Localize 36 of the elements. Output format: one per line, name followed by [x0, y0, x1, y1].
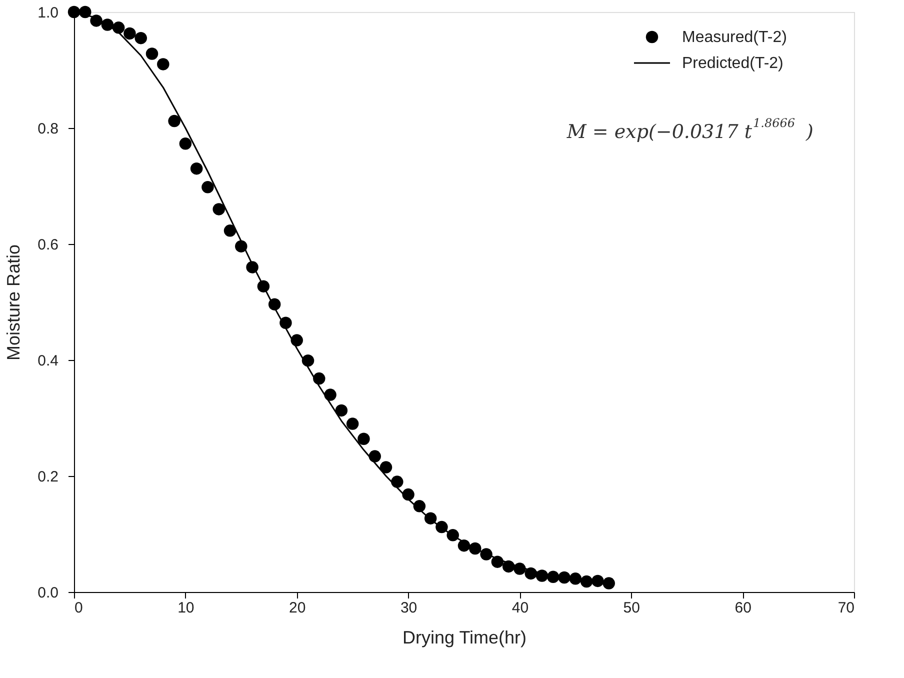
- point: [602, 577, 615, 590]
- point: [157, 58, 170, 70]
- point: [380, 461, 392, 474]
- point: [134, 32, 147, 44]
- point: [124, 27, 136, 40]
- y-tick-label: 0.8: [38, 120, 58, 138]
- point: [190, 162, 203, 175]
- x-axis-title: Drying Time(hr): [402, 628, 527, 648]
- point: [368, 450, 381, 462]
- point: [179, 138, 192, 150]
- y-tick-label: 1.0: [38, 4, 58, 22]
- point: [202, 181, 214, 194]
- x-tick-label: 20: [289, 600, 306, 616]
- point: [146, 48, 158, 60]
- point: [324, 388, 336, 401]
- x-tick-label: 60: [734, 600, 752, 616]
- point: [168, 114, 180, 128]
- point: [335, 404, 348, 417]
- y-axis-title: Moisture Ratio: [4, 244, 24, 361]
- point: [224, 224, 236, 237]
- x-tick-label: 0: [74, 600, 83, 616]
- x-tick-label: 30: [400, 600, 418, 616]
- x-tick-label: 50: [623, 600, 640, 616]
- x-tick-label: 40: [512, 600, 529, 616]
- point: [346, 418, 359, 430]
- point: [358, 432, 370, 445]
- y-tick-label: 0.4: [38, 352, 58, 370]
- y-tick-label: 0.2: [38, 468, 58, 486]
- x-tick-label: 10: [178, 600, 194, 616]
- legend-label: Predicted(T-2): [682, 55, 784, 72]
- y-tick-label: 0.0: [38, 584, 58, 602]
- x-tick-label: 70: [838, 600, 854, 616]
- point: [212, 203, 225, 216]
- legend-label: Measured(T-2): [682, 29, 787, 46]
- y-tick-label: 0.6: [38, 236, 58, 254]
- point: [68, 6, 80, 18]
